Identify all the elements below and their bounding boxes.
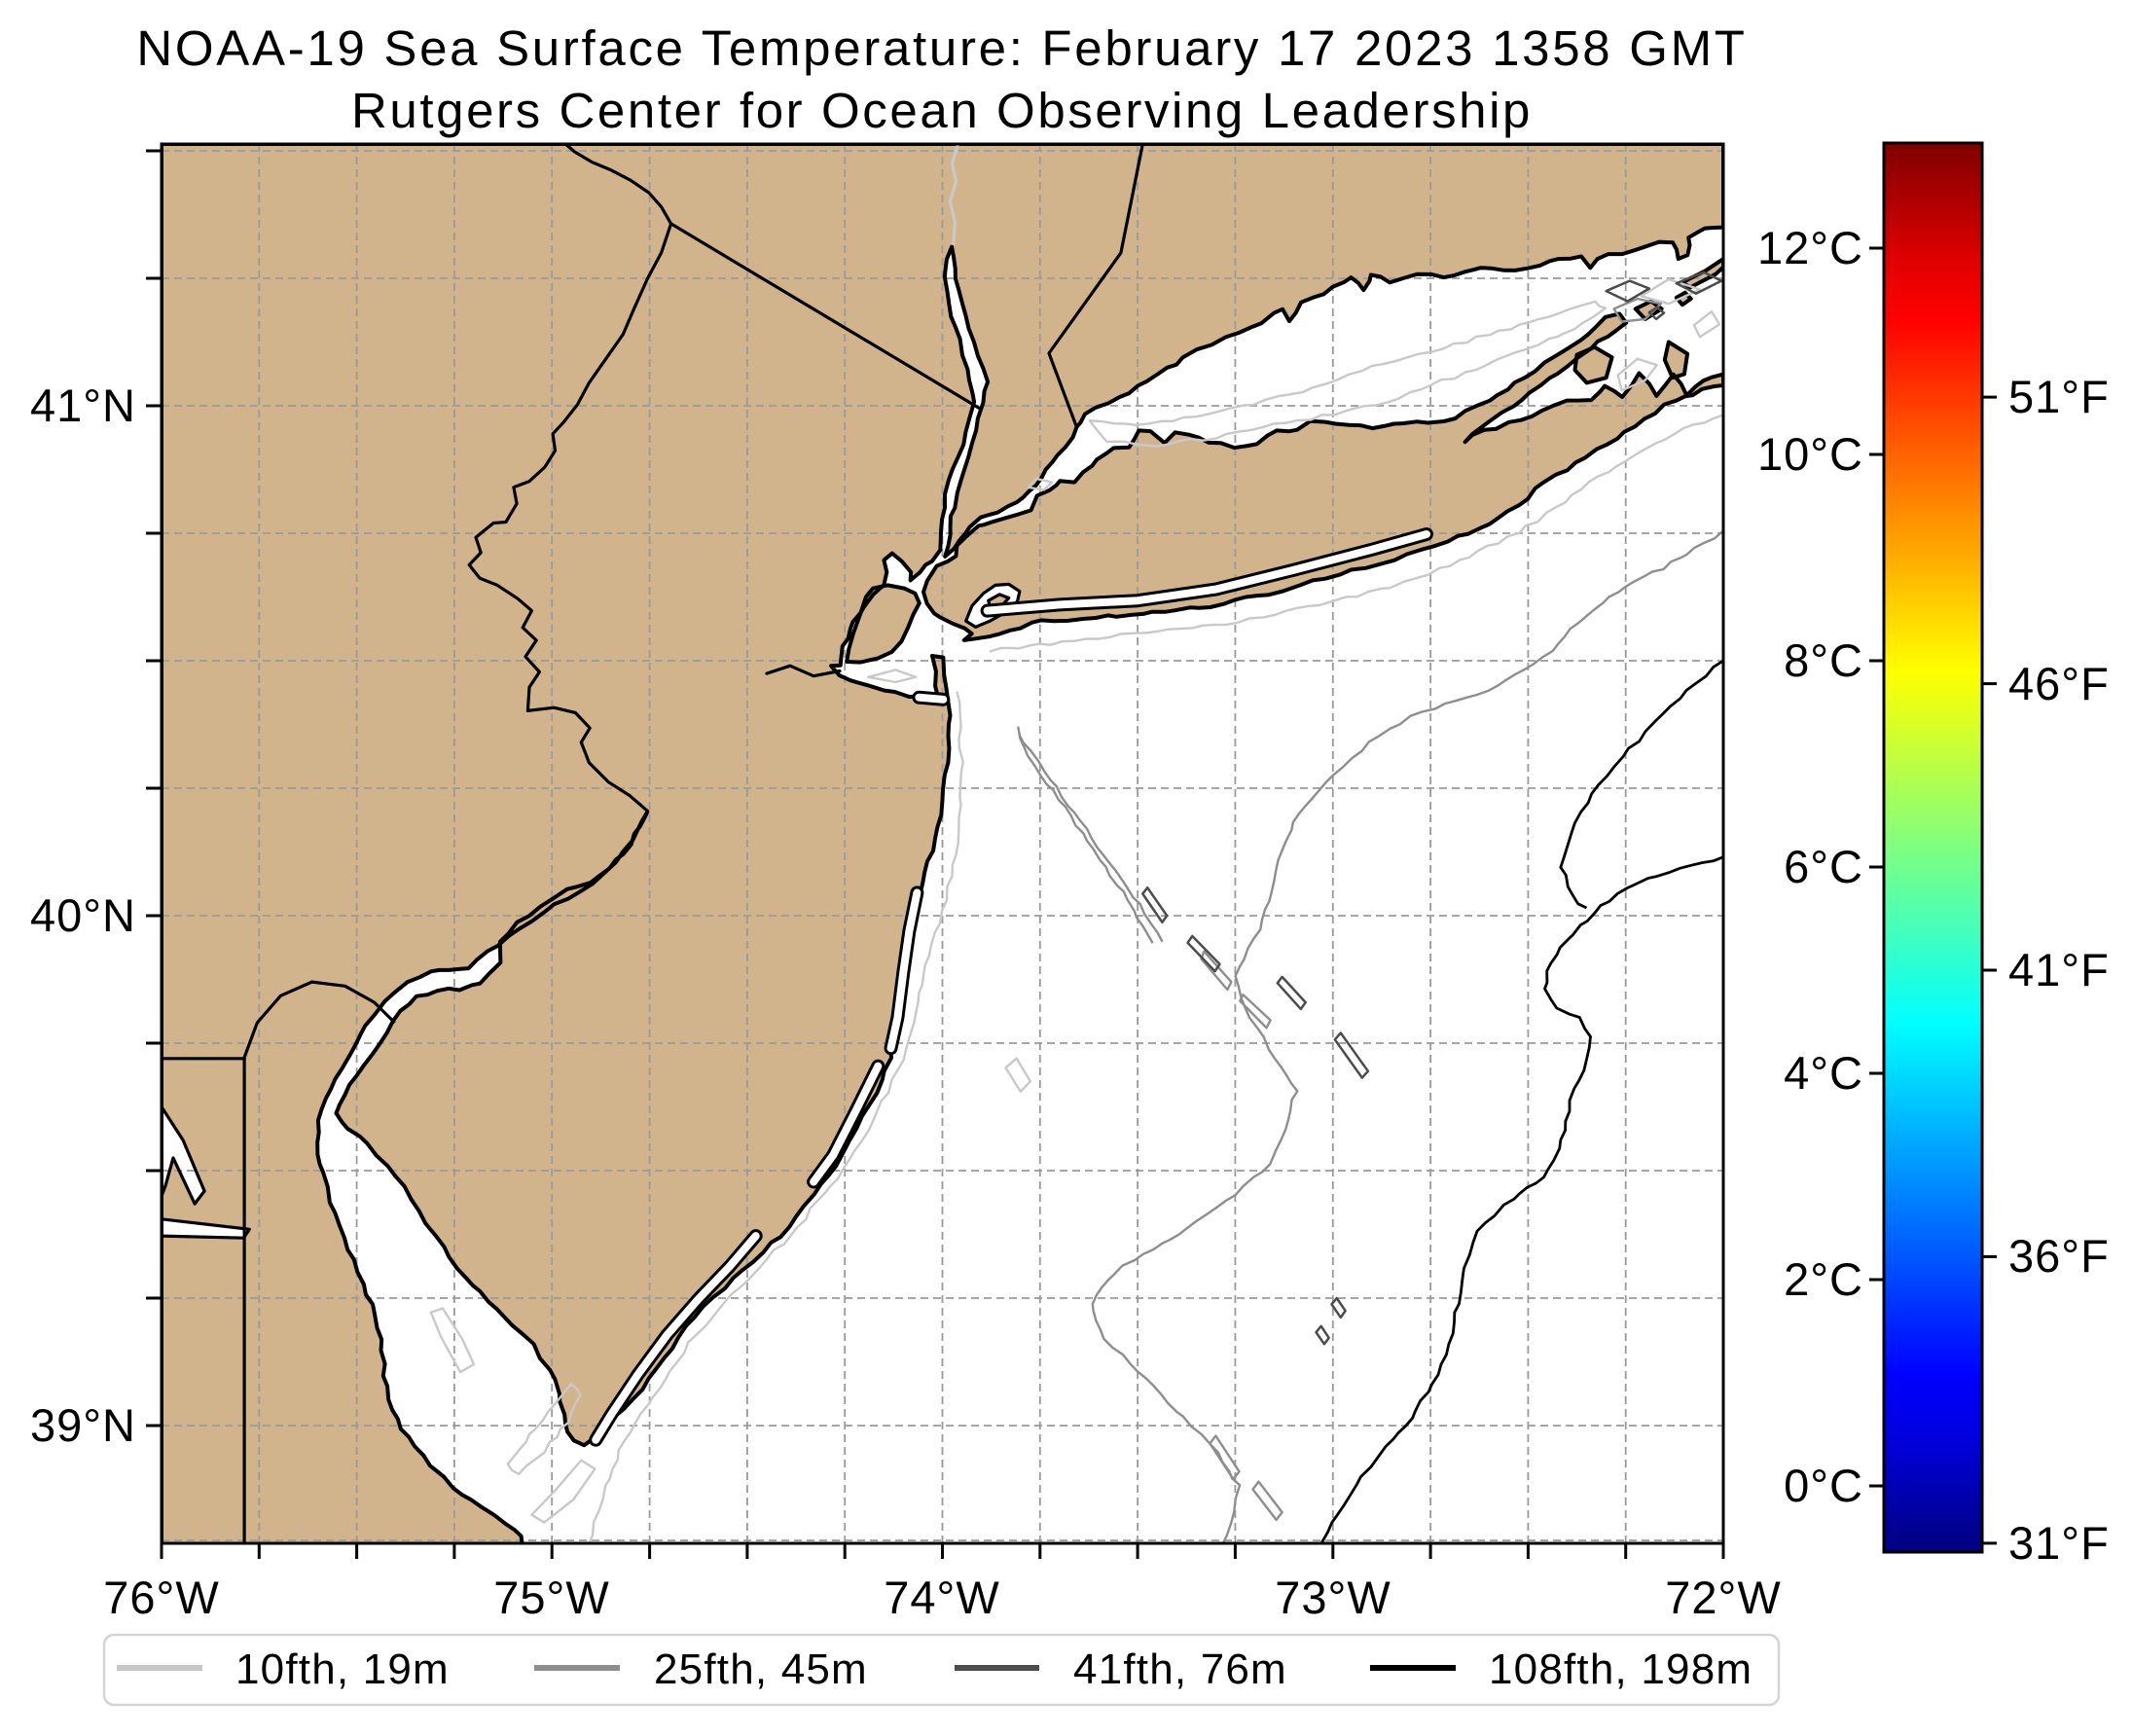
svg-text:108fth, 198m: 108fth, 198m (1489, 1646, 1753, 1693)
svg-text:12°C: 12°C (1757, 222, 1863, 273)
svg-text:40°N: 40°N (30, 889, 136, 941)
svg-text:41fth, 76m: 41fth, 76m (1073, 1646, 1287, 1693)
svg-text:72°W: 72°W (1665, 1572, 1781, 1623)
svg-text:51°F: 51°F (2008, 371, 2110, 422)
svg-text:36°F: 36°F (2008, 1230, 2110, 1282)
svg-text:39°N: 39°N (30, 1399, 136, 1451)
svg-text:31°F: 31°F (2008, 1517, 2110, 1569)
svg-text:0°C: 0°C (1784, 1460, 1863, 1511)
svg-text:41°N: 41°N (30, 380, 136, 431)
svg-text:41°F: 41°F (2008, 944, 2110, 995)
svg-text:25fth, 45m: 25fth, 45m (654, 1646, 868, 1693)
svg-text:Rutgers Center for Ocean Obser: Rutgers Center for Ocean Observing Leade… (351, 83, 1533, 138)
svg-text:76°W: 76°W (103, 1572, 219, 1623)
svg-text:8°C: 8°C (1784, 634, 1863, 686)
svg-text:10fth, 19m: 10fth, 19m (235, 1646, 450, 1693)
svg-text:6°C: 6°C (1784, 841, 1863, 892)
svg-text:10°C: 10°C (1757, 428, 1863, 480)
svg-text:2°C: 2°C (1784, 1253, 1863, 1305)
svg-text:75°W: 75°W (493, 1572, 609, 1623)
svg-text:4°C: 4°C (1784, 1047, 1863, 1099)
svg-text:46°F: 46°F (2008, 658, 2110, 709)
svg-text:NOAA-19 Sea Surface Temperatur: NOAA-19 Sea Surface Temperature: Februar… (136, 20, 1747, 76)
svg-text:73°W: 73°W (1275, 1572, 1391, 1623)
svg-text:74°W: 74°W (884, 1572, 999, 1623)
